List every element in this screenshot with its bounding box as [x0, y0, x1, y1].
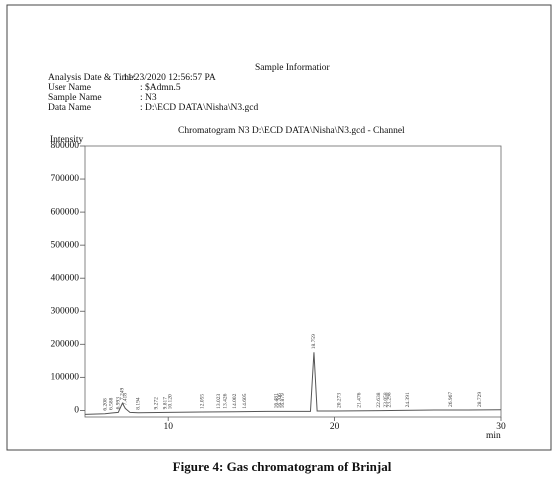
field-value: : D:\ECD DATA\Nisha\N3.gcd: [140, 103, 258, 113]
caption: Figure 4: Gas chromatogram of Brinjal: [173, 459, 392, 474]
peak-label: 13.023: [216, 393, 222, 408]
peak-label: 28.729: [477, 392, 483, 407]
peak-label: 14.605: [242, 393, 248, 408]
peak-label: 8.194: [135, 397, 141, 410]
peak-label: 6.993: [115, 397, 121, 410]
peak-label: 16.706: [277, 393, 283, 408]
y-tick-label: 200000: [51, 339, 80, 349]
field-value: 11/23/2020 12:56:57 PA: [123, 73, 216, 83]
peak-label: 9.272: [153, 397, 159, 410]
peak-label: 23.298: [387, 392, 393, 407]
y-tick-label: 700000: [51, 174, 80, 184]
peak-label: 13.426: [222, 393, 228, 408]
peak-label: 7.249: [120, 388, 126, 401]
figure-frame: [6, 4, 552, 451]
peak-label: 16.481: [273, 393, 279, 408]
chart-title: Chromatogram N3 D:\ECD DATA\Nisha\N3.gcd…: [178, 126, 405, 136]
y-tick-label: 500000: [51, 240, 80, 250]
peak-label: 10.120: [167, 394, 173, 409]
trace: [84, 352, 502, 415]
field-value: : N3: [140, 93, 157, 103]
x-axis-label: min: [486, 431, 501, 441]
peak-label: 7.418: [123, 393, 129, 406]
peak-label: 21.476: [356, 392, 362, 407]
y-tick-label: 300000: [51, 306, 80, 316]
y-tick-label: 800000: [51, 141, 80, 151]
peak-label: 16.879: [280, 393, 286, 408]
peak-label: 26.967: [448, 392, 454, 407]
field-label: User Name: [48, 83, 91, 93]
x-tick-label: 30: [496, 422, 506, 432]
peak-label: 22.638: [376, 392, 382, 407]
y-tick-label: 0: [74, 406, 79, 416]
peak-label: 23.058: [383, 392, 389, 407]
field-label: Sample Name: [48, 93, 102, 103]
header-title: Sample Informatior: [255, 62, 330, 73]
y-tick-label: 600000: [51, 207, 80, 217]
field-label: Analysis Date & Time:: [48, 73, 136, 83]
field-label: Data Name: [48, 103, 91, 113]
x-tick-label: 10: [163, 422, 173, 432]
peak-label: 14.002: [232, 393, 238, 408]
y-tick-label: 100000: [51, 373, 80, 383]
peak-label: 6.208: [102, 398, 108, 411]
peak-label: 12.055: [200, 394, 206, 409]
x-tick-label: 20: [330, 422, 340, 432]
plot-frame: [84, 145, 502, 418]
peak-label: 18.759: [311, 334, 317, 349]
y-axis-label: Intensity: [50, 135, 83, 145]
field-value: : $Admn.5: [140, 82, 181, 93]
peak-label: 6.588: [109, 397, 115, 410]
y-tick-label: 400000: [51, 273, 80, 283]
peak-label: 24.391: [405, 392, 411, 407]
peak-label: 20.273: [336, 393, 342, 408]
peak-label: 9.817: [162, 397, 168, 410]
